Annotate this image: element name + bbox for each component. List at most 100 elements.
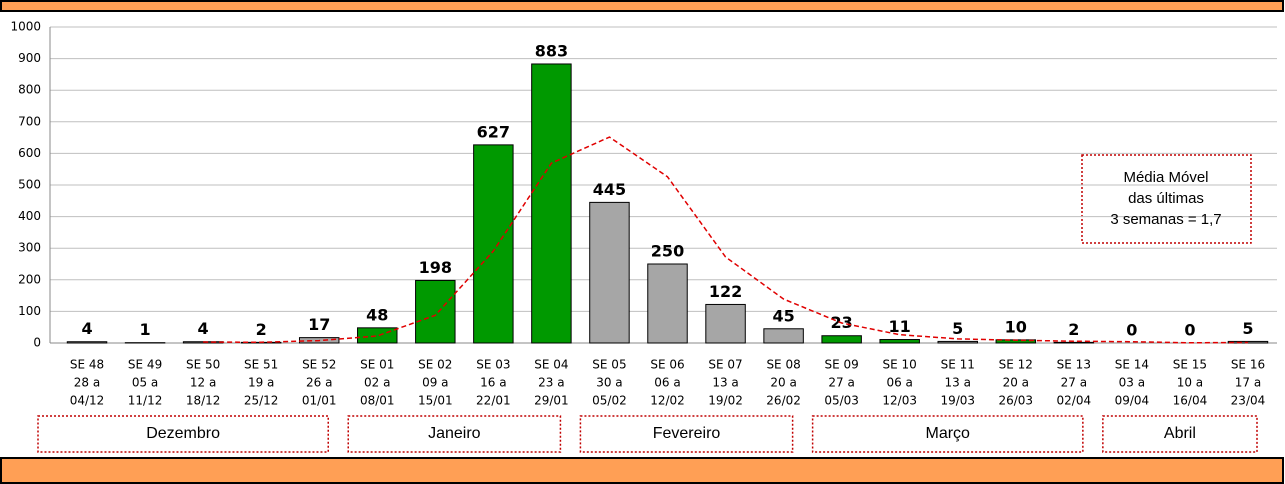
x-tick-label: 26 a <box>306 376 332 390</box>
x-tick-label: 12 a <box>190 376 216 390</box>
y-tick-label: 600 <box>18 146 41 160</box>
x-tick-label: 27 a <box>828 376 854 390</box>
x-tick-label: 16/04 <box>1173 394 1208 408</box>
value-label: 4 <box>198 319 209 338</box>
annotation-text: Média Móvel <box>1123 169 1208 186</box>
value-label: 0 <box>1184 321 1195 340</box>
bar <box>357 327 398 344</box>
x-tick-label: SE 10 <box>883 358 917 372</box>
bar <box>415 279 456 344</box>
x-tick-label: SE 04 <box>534 358 568 372</box>
x-tick-label: 19 a <box>248 376 274 390</box>
x-tick-label: 09 a <box>422 376 448 390</box>
value-label: 11 <box>889 317 911 336</box>
value-label: 627 <box>477 122 510 141</box>
x-tick-label: SE 12 <box>999 358 1033 372</box>
x-tick-label: SE 13 <box>1057 358 1091 372</box>
x-tick-label: SE 07 <box>708 358 742 372</box>
x-tick-label: 10 a <box>1177 376 1203 390</box>
month-box <box>811 415 1084 453</box>
x-tick-label: 12/03 <box>882 394 917 408</box>
x-tick-label: SE 11 <box>941 358 975 372</box>
value-label: 45 <box>772 306 794 325</box>
x-tick-label: 23 a <box>538 376 564 390</box>
y-tick-label: 700 <box>18 114 41 128</box>
x-tick-label: 29/01 <box>534 394 569 408</box>
annotation-text: 3 semanas = 1,7 <box>1110 211 1221 228</box>
x-tick-label: SE 16 <box>1231 358 1265 372</box>
bar <box>937 340 978 344</box>
bar <box>763 328 804 344</box>
y-tick-label: 300 <box>18 241 41 255</box>
x-tick-label: 22/01 <box>476 394 511 408</box>
value-label: 122 <box>709 282 742 301</box>
month-label: Março <box>926 425 971 442</box>
x-tick-label: SE 14 <box>1115 358 1149 372</box>
x-tick-label: SE 49 <box>128 358 162 372</box>
x-tick-label: 26/03 <box>998 394 1033 408</box>
value-label: 48 <box>366 305 388 324</box>
x-tick-label: 13 a <box>712 376 738 390</box>
x-tick-label: 15/01 <box>418 394 453 408</box>
x-tick-label: 05/02 <box>592 394 627 408</box>
x-tick-label: 05/03 <box>824 394 859 408</box>
value-label: 250 <box>651 242 684 261</box>
x-tick-label: 08/01 <box>360 394 395 408</box>
bar <box>473 144 514 344</box>
bar <box>531 63 572 344</box>
x-tick-label: 01/01 <box>302 394 337 408</box>
value-label: 4 <box>81 319 92 338</box>
y-tick-label: 400 <box>18 209 41 223</box>
value-label: 198 <box>419 258 452 277</box>
x-tick-label: 19/02 <box>708 394 743 408</box>
x-tick-label: SE 08 <box>766 358 800 372</box>
y-tick-label: 200 <box>18 272 41 286</box>
y-tick-label: 800 <box>18 83 41 97</box>
x-tick-label: 06 a <box>654 376 680 390</box>
x-tick-label: SE 50 <box>186 358 220 372</box>
x-tick-label: 20 a <box>1003 376 1029 390</box>
month-box <box>347 415 562 453</box>
x-tick-label: SE 15 <box>1173 358 1207 372</box>
annotation-text: das últimas <box>1128 190 1204 207</box>
bar <box>647 263 688 344</box>
bar <box>705 303 746 344</box>
annotation-box <box>1081 154 1252 244</box>
x-tick-label: 17 a <box>1235 376 1261 390</box>
x-tick-label: 13 a <box>945 376 971 390</box>
y-tick-label: 500 <box>18 178 41 192</box>
x-tick-label: SE 48 <box>70 358 104 372</box>
x-tick-label: SE 02 <box>418 358 452 372</box>
month-label: Dezembro <box>146 425 220 442</box>
y-tick-label: 1000 <box>10 20 41 34</box>
x-tick-label: 03 a <box>1119 376 1145 390</box>
x-tick-label: 02 a <box>364 376 390 390</box>
x-tick-label: 12/02 <box>650 394 685 408</box>
value-label: 17 <box>308 315 330 334</box>
bar <box>1053 341 1095 344</box>
x-tick-label: SE 52 <box>302 358 336 372</box>
x-tick-label: 30 a <box>596 376 622 390</box>
x-tick-label: 18/12 <box>186 394 221 408</box>
x-tick-label: 28 a <box>74 376 100 390</box>
value-label: 10 <box>1005 317 1027 336</box>
month-box <box>1102 415 1258 453</box>
x-tick-label: 25/12 <box>244 394 279 408</box>
x-tick-label: 11/12 <box>128 394 163 408</box>
x-tick-label: 20 a <box>770 376 796 390</box>
y-tick-label: 0 <box>33 336 41 350</box>
x-tick-label: 06 a <box>886 376 912 390</box>
x-tick-label: 19/03 <box>940 394 975 408</box>
x-tick-label: 04/12 <box>70 394 105 408</box>
y-tick-label: 900 <box>18 51 41 65</box>
x-tick-label: 16 a <box>480 376 506 390</box>
x-tick-label: 05 a <box>132 376 158 390</box>
month-label: Janeiro <box>428 425 481 442</box>
month-box <box>579 415 794 453</box>
x-tick-label: 09/04 <box>1115 394 1150 408</box>
x-tick-label: SE 05 <box>592 358 626 372</box>
x-tick-label: 23/04 <box>1231 394 1266 408</box>
x-tick-label: SE 06 <box>650 358 684 372</box>
value-label: 2 <box>1068 320 1079 339</box>
value-label: 883 <box>535 41 568 60</box>
